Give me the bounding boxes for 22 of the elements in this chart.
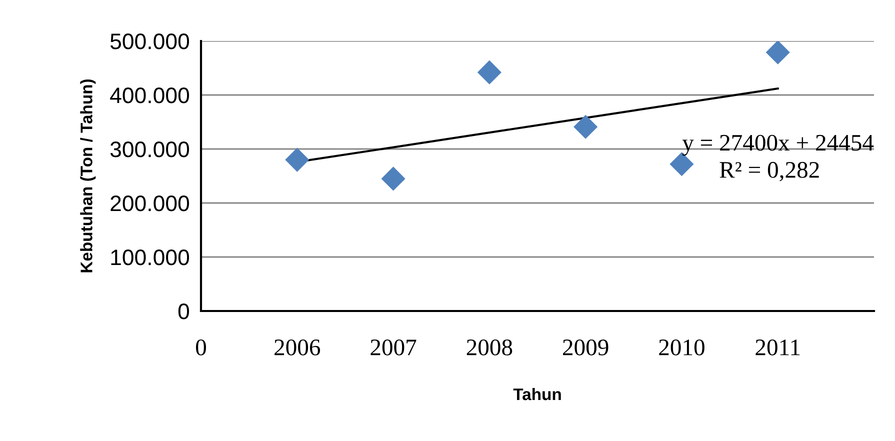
point [477,60,502,84]
x-tick-label: 2010 [659,339,704,356]
point [381,166,406,191]
x-tick-label: 2006 [274,339,320,356]
x-tick-label: 0 [196,339,206,356]
x-tick-label: 2009 [562,339,608,356]
point [766,41,790,64]
x-tick-label: 2008 [466,339,512,356]
y-tick-label: 300.000 [110,142,190,158]
annotation: y = 27400x + 24454 [682,134,874,156]
y-tick-label: 200.000 [110,196,190,212]
point [285,148,310,172]
y-tick-label: 500.000 [110,34,190,50]
x-tick-label: 2011 [756,339,800,356]
y-tick-label: 400.000 [110,88,190,104]
y-axis-title: Kebutuhan (Ton / Tahun) [80,79,96,272]
annotation: R² = 0,282 [720,162,819,182]
x-axis-title: Tahun [513,388,561,400]
y-tick-label: 0 [178,304,190,320]
y-tick-label: 100.000 [111,250,190,266]
x-tick-label: 2007 [370,339,416,356]
point [574,114,598,139]
